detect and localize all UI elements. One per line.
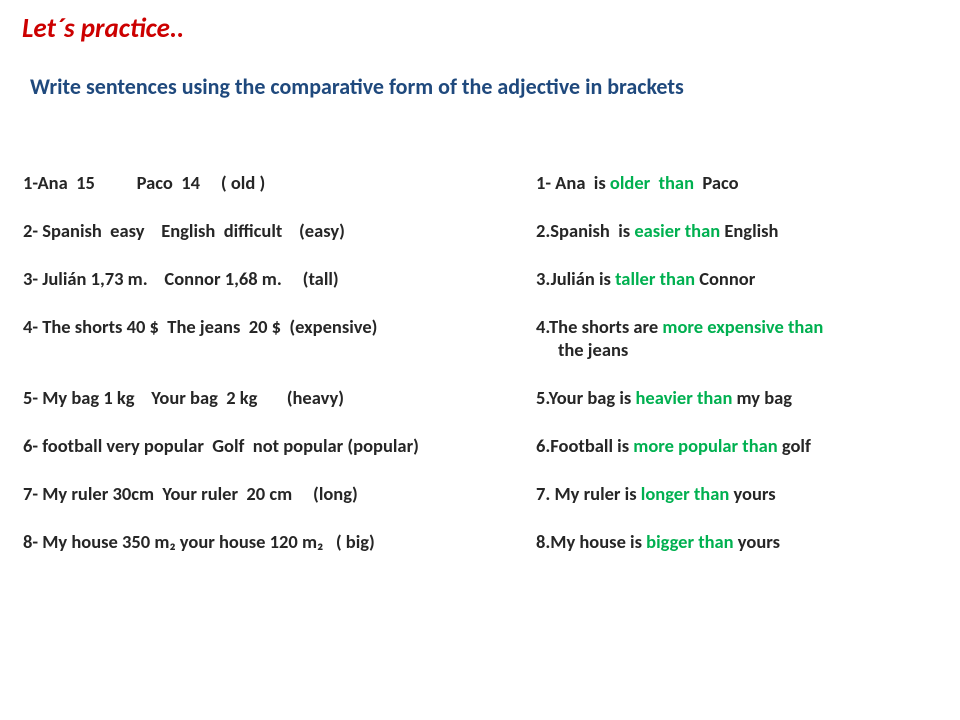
slide-container: Let´s practice.. Write sentences using t… [0, 0, 960, 589]
answer-suffix: Paco [694, 171, 739, 194]
exercise-row: 3- Julián 1,73 m. Connor 1,68 m. (tall)3… [22, 266, 938, 314]
exercise-row: 6- football very popular Golf not popula… [22, 433, 938, 481]
answer-suffix: yours [729, 482, 775, 505]
prompt-cell: 5- My bag 1 kg Your bag 2 kg (heavy) [22, 385, 535, 433]
exercise-row: 2- Spanish easy English difficult (easy)… [22, 218, 938, 266]
answer-highlight: more popular than [633, 434, 777, 457]
answer-highlight: older than [610, 171, 694, 194]
exercise-row: 7- My ruler 30cm Your ruler 20 cm (long)… [22, 481, 938, 529]
answer-prefix: 7. My ruler is [536, 482, 641, 505]
exercise-table: 1-Ana 15 Paco 14 ( old )1- Ana is older … [22, 170, 938, 577]
answer-suffix: my bag [732, 386, 792, 409]
answer-suffix: yours [734, 530, 780, 553]
answer-cell: 6.Football is more popular than golf [535, 433, 938, 481]
answer-cell: 8.My house is bigger than yours [535, 529, 938, 577]
prompt-cell: 2- Spanish easy English difficult (easy) [22, 218, 535, 266]
answer-prefix: 3.Julián is [536, 267, 615, 290]
exercise-row: 5- My bag 1 kg Your bag 2 kg (heavy)5.Yo… [22, 385, 938, 433]
answer-highlight: bigger than [646, 530, 733, 553]
answer-highlight: easier than [634, 219, 720, 242]
answer-prefix: 4.The shorts are [536, 315, 662, 338]
exercise-row: 8- My house 350 m₂ your house 120 m₂ ( b… [22, 529, 938, 577]
answer-prefix: 1- Ana is [536, 171, 610, 194]
answer-suffix: golf [778, 434, 811, 457]
answer-highlight: heavier than [635, 386, 732, 409]
prompt-cell: 8- My house 350 m₂ your house 120 m₂ ( b… [22, 529, 535, 577]
answer-prefix: 5.Your bag is [536, 386, 636, 409]
prompt-cell: 7- My ruler 30cm Your ruler 20 cm (long) [22, 481, 535, 529]
answer-cell: 5.Your bag is heavier than my bag [535, 385, 938, 433]
answer-cell: 7. My ruler is longer than yours [535, 481, 938, 529]
answer-cell: 3.Julián is taller than Connor [535, 266, 938, 314]
prompt-cell: 6- football very popular Golf not popula… [22, 433, 535, 481]
prompt-cell: 4- The shorts 40 $ The jeans 20 $ (expen… [22, 314, 535, 385]
exercise-row: 4- The shorts 40 $ The jeans 20 $ (expen… [22, 314, 938, 385]
answer-cell: 1- Ana is older than Paco [535, 170, 938, 218]
prompt-cell: 1-Ana 15 Paco 14 ( old ) [22, 170, 535, 218]
answer-prefix: 8.My house is [536, 530, 646, 553]
exercise-row: 1-Ana 15 Paco 14 ( old )1- Ana is older … [22, 170, 938, 218]
answer-prefix: 6.Football is [536, 434, 633, 457]
answer-highlight: longer than [641, 482, 729, 505]
answer-line2: the jeans [536, 338, 937, 361]
answer-suffix: Connor [695, 267, 755, 290]
answer-cell: 2.Spanish is easier than English [535, 218, 938, 266]
slide-title: Let´s practice.. [22, 12, 938, 45]
answer-highlight: more expensive than [662, 315, 823, 338]
prompt-cell: 3- Julián 1,73 m. Connor 1,68 m. (tall) [22, 266, 535, 314]
answer-suffix: English [720, 219, 778, 242]
answer-highlight: taller than [615, 267, 695, 290]
answer-prefix: 2.Spanish is [536, 219, 634, 242]
answer-cell: 4.The shorts are more expensive thanthe … [535, 314, 938, 385]
instruction-text: Write sentences using the comparative fo… [22, 73, 938, 100]
